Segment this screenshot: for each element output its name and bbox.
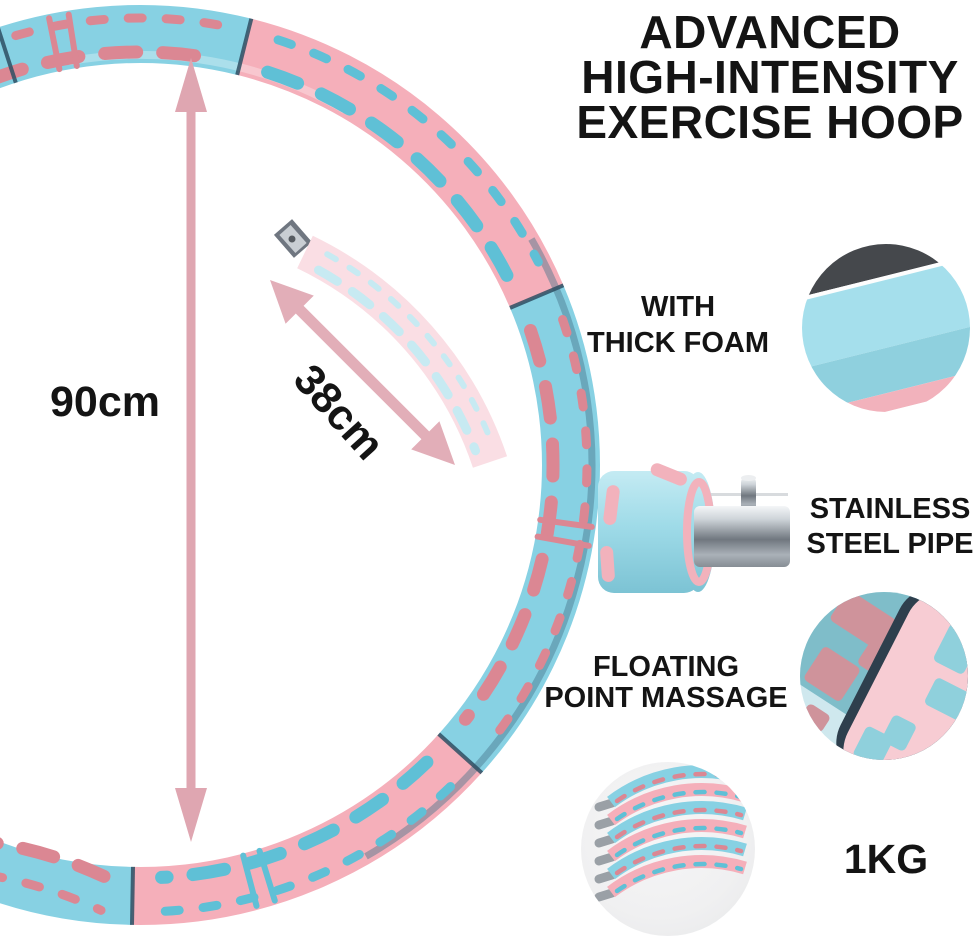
foam-closeup-photo xyxy=(802,244,970,412)
steel-pipe xyxy=(694,506,790,567)
feature-point-massage: FLOATING POINT MASSAGE xyxy=(544,651,788,714)
hoop-dash-pattern xyxy=(0,13,592,916)
hoop-shadow-edge xyxy=(364,237,596,860)
title-line: EXERCISE HOOP xyxy=(576,96,964,148)
pipe-pin-button xyxy=(741,477,756,511)
vertical-measure-arrow-icon xyxy=(175,58,207,842)
page-title: ADVANCED HIGH-INTENSITY EXERCISE HOOP xyxy=(566,6,974,148)
weight-label: 1KG xyxy=(843,836,929,882)
feature-thick-foam: WITH THICK FOAM xyxy=(586,291,770,359)
segments-stack-art xyxy=(594,765,747,902)
hoop-junction-seams xyxy=(0,18,565,925)
massage-closeup-photo xyxy=(800,592,968,760)
hoop-diameter-label: 90cm xyxy=(50,378,160,426)
hoop-segment-pink xyxy=(132,733,482,925)
diagonal-measure-arrow-icon xyxy=(270,280,455,465)
foam-layers xyxy=(802,244,970,412)
hoop-segment-blue xyxy=(0,841,134,925)
hoop-connector-stripes xyxy=(46,11,595,909)
hoop-segment-blue xyxy=(438,285,600,773)
title-line: HIGH-INTENSITY xyxy=(581,51,959,103)
hoop-segment-pink xyxy=(237,18,564,309)
segment-metal-tips xyxy=(594,798,617,902)
feature-steel-pipe: STAINLESS STEEL PIPE xyxy=(806,493,974,560)
hoop-segment-blue xyxy=(0,5,252,89)
hoop-ring xyxy=(0,5,600,925)
segments-dash-pattern xyxy=(614,771,744,894)
segments-stack-photo xyxy=(581,762,755,936)
steel-pipe-detail xyxy=(598,463,790,593)
detached-segment xyxy=(273,219,508,468)
foam-sleeve xyxy=(598,471,700,593)
title-line: ADVANCED xyxy=(639,6,901,58)
